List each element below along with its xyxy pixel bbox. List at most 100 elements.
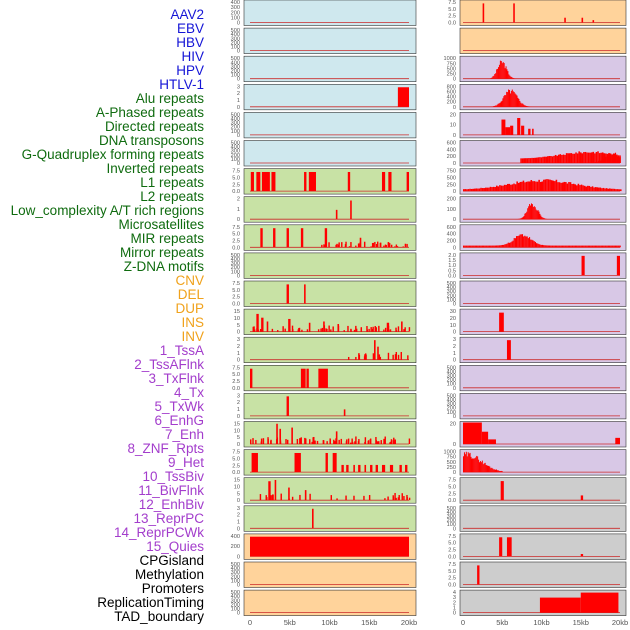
y-tick-label: 0.0 [232, 189, 240, 195]
data-bar [470, 188, 473, 192]
data-bar [563, 181, 566, 192]
x-tick-label: 15kb [361, 618, 377, 627]
data-bar [399, 464, 402, 473]
data-bar [538, 244, 540, 248]
data-bar [519, 100, 521, 107]
data-bar [525, 105, 527, 107]
data-bar [612, 154, 614, 163]
panel-background [243, 252, 417, 279]
data-bar [323, 321, 325, 332]
data-bar [355, 245, 357, 248]
data-bar [299, 494, 301, 501]
data-bar [500, 470, 502, 473]
data-bar [467, 245, 469, 248]
data-bar [384, 436, 386, 444]
y-tick-label: 5 [237, 491, 240, 497]
data-bar [506, 91, 508, 107]
data-bar [475, 245, 478, 248]
y-tick-label: 200 [447, 518, 456, 524]
data-bar [488, 465, 490, 473]
y-tick-label: 500 [447, 460, 456, 466]
data-bar [532, 206, 534, 220]
y-tick-label: 0 [237, 414, 240, 420]
y-tick-label: 100 [231, 45, 240, 51]
y-tick-label: 5 [237, 323, 240, 329]
track-label: Alu repeats [135, 91, 204, 106]
data-bar [507, 92, 509, 107]
data-bar [384, 498, 386, 501]
data-bar [525, 212, 527, 220]
data-bar [580, 245, 582, 248]
data-bar [326, 441, 328, 444]
y-tick-label: 100 [447, 382, 456, 388]
data-bar [330, 329, 332, 332]
data-bar [609, 245, 611, 248]
data-bar [487, 465, 489, 473]
data-bar [518, 98, 520, 107]
data-bar [513, 78, 515, 79]
data-bar [547, 245, 549, 248]
data-bar [520, 218, 522, 220]
data-bar [389, 329, 392, 332]
x-tick-label: 0 [461, 618, 465, 627]
data-bar [395, 327, 397, 332]
data-bar [371, 242, 374, 248]
data-bar [543, 245, 545, 248]
y-tick-label: 500 [231, 562, 240, 568]
data-bar [590, 152, 593, 163]
data-bar [609, 188, 611, 192]
data-bar [286, 284, 289, 304]
data-bar [504, 95, 506, 107]
y-tick-label: 400 [447, 285, 456, 291]
data-bar [335, 244, 337, 248]
data-bar [552, 180, 555, 192]
data-bar [395, 351, 398, 360]
y-tick-label: 200 [231, 602, 240, 608]
y-tick-label: 3 [237, 84, 240, 90]
data-bar [531, 204, 533, 220]
y-tick-label: 200 [231, 574, 240, 580]
data-bar [473, 188, 476, 192]
data-bar [583, 152, 585, 163]
data-bar [553, 245, 555, 248]
data-bar [261, 317, 264, 332]
data-bar [341, 242, 343, 248]
data-bar [253, 329, 256, 332]
data-bar [325, 452, 328, 473]
data-bar [392, 440, 395, 444]
data-bar [568, 153, 571, 163]
data-bar [503, 63, 505, 79]
y-tick-label: 400 [231, 32, 240, 38]
data-bar [506, 69, 508, 79]
data-bar [404, 327, 406, 332]
y-tick-label: 10 [450, 323, 456, 329]
data-bar [530, 239, 532, 248]
track-label: 14_ReprPCWk [113, 525, 204, 540]
data-bar [305, 438, 307, 444]
data-bar [543, 217, 545, 220]
data-bar [317, 329, 320, 332]
data-bar [383, 329, 385, 332]
data-bar [535, 181, 537, 192]
data-bar [394, 439, 396, 444]
y-tick-label: 1 [237, 519, 240, 525]
y-tick-label: 100 [231, 578, 240, 584]
data-bar [550, 180, 553, 192]
y-tick-label: 400 [231, 594, 240, 600]
track-label: 3_TxFlnk [148, 371, 204, 386]
data-bar [381, 464, 386, 473]
data-bar [304, 490, 307, 501]
data-bar [471, 458, 473, 473]
data-bar [536, 157, 538, 163]
data-bar [492, 468, 494, 473]
data-bar [601, 152, 604, 163]
y-tick-label: 600 [447, 225, 456, 231]
data-bar [367, 440, 370, 444]
y-tick-label: 5.0 [448, 569, 456, 575]
panel-background [243, 112, 417, 139]
data-bar [487, 245, 489, 248]
